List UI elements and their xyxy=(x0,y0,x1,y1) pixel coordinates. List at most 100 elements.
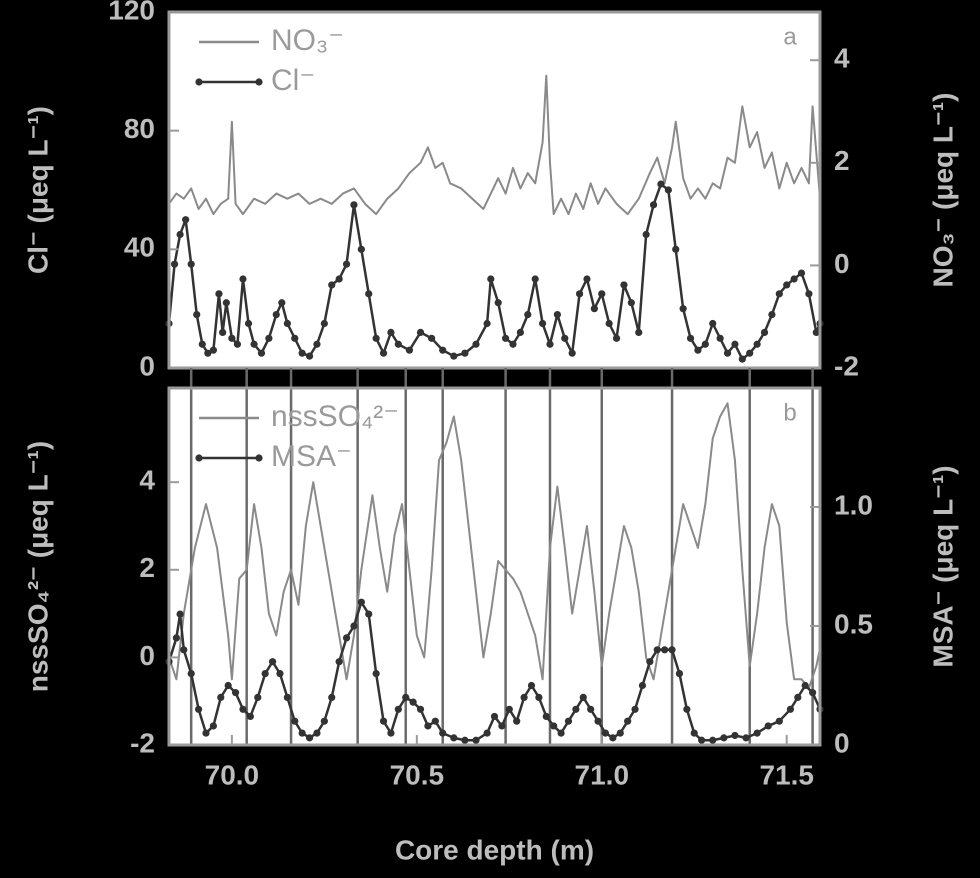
data-point xyxy=(786,705,795,713)
data-point xyxy=(783,281,791,289)
data-point xyxy=(372,334,380,342)
series-line xyxy=(168,402,821,690)
plot-frame xyxy=(167,10,822,370)
data-point xyxy=(222,299,230,307)
data-point xyxy=(450,734,458,742)
data-point xyxy=(342,634,351,642)
x-tick-label: 71.0 xyxy=(575,759,630,790)
data-point xyxy=(601,729,610,737)
data-point xyxy=(797,269,806,277)
data-point xyxy=(801,681,809,690)
data-point xyxy=(405,346,414,354)
data-point xyxy=(616,729,624,737)
data-point xyxy=(642,230,650,239)
data-point xyxy=(812,328,820,336)
data-point xyxy=(587,705,595,713)
data-point xyxy=(239,275,247,283)
data-point xyxy=(313,340,321,348)
data-point xyxy=(283,319,291,328)
data-point xyxy=(546,340,554,348)
y-tick-label: 4 xyxy=(139,465,155,496)
y-tick-label: -2 xyxy=(130,727,155,758)
data-point xyxy=(176,230,184,239)
data-point xyxy=(575,290,584,298)
data-point xyxy=(379,717,388,725)
y-axis-label: Cl⁻ (μeq L⁻¹) xyxy=(22,106,53,274)
data-point xyxy=(231,689,240,697)
data-point xyxy=(653,646,661,654)
y2-tick-label: 0 xyxy=(834,248,850,279)
data-point xyxy=(461,736,469,744)
data-point xyxy=(228,334,236,342)
data-point xyxy=(635,328,643,336)
data-point xyxy=(701,340,709,348)
data-point xyxy=(313,729,321,737)
data-point xyxy=(675,670,684,678)
y2-tick-label: 0.5 xyxy=(834,608,873,639)
plot-area xyxy=(169,12,820,368)
series-line xyxy=(168,74,821,216)
data-point xyxy=(261,670,269,678)
data-point xyxy=(250,340,258,348)
data-point xyxy=(283,693,291,702)
x-axis-label: Core depth (m) xyxy=(395,834,594,865)
data-point xyxy=(276,670,284,678)
data-point xyxy=(753,340,761,348)
data-point xyxy=(679,305,687,313)
data-point xyxy=(365,610,373,618)
data-point xyxy=(472,736,480,744)
data-point xyxy=(683,705,691,713)
data-point xyxy=(357,245,365,253)
series-line xyxy=(167,600,822,742)
data-point xyxy=(627,299,635,307)
data-point xyxy=(731,340,739,348)
data-point xyxy=(760,328,769,336)
y-tick-label: 2 xyxy=(139,552,155,583)
y2-tick-label: 4 xyxy=(834,43,850,74)
legend-marker xyxy=(195,454,203,462)
data-point xyxy=(246,712,254,721)
data-point xyxy=(720,734,728,742)
data-point xyxy=(553,311,561,319)
data-point xyxy=(320,717,328,725)
data-point xyxy=(409,698,417,706)
data-point xyxy=(194,705,203,713)
data-point xyxy=(624,717,632,725)
data-point xyxy=(605,319,613,328)
data-point xyxy=(513,717,521,725)
data-point xyxy=(698,736,706,744)
data-point xyxy=(620,281,628,289)
y2-axis-label: NO₃⁻ (μeq L⁻¹) xyxy=(927,93,958,288)
data-point xyxy=(209,722,217,730)
data-point xyxy=(794,693,802,702)
y2-tick-label: -2 xyxy=(834,350,859,381)
data-point xyxy=(753,729,761,737)
data-point xyxy=(461,349,469,357)
data-point xyxy=(561,334,569,342)
data-point xyxy=(180,646,188,654)
data-point xyxy=(661,646,669,654)
data-point xyxy=(505,705,513,713)
data-point xyxy=(187,670,195,678)
panel-label: a xyxy=(783,23,797,50)
data-point xyxy=(694,346,702,354)
legend-label: NO₃⁻ xyxy=(271,24,344,57)
data-point xyxy=(424,722,432,730)
data-point xyxy=(594,717,602,725)
data-point xyxy=(187,260,195,268)
data-point xyxy=(439,346,447,354)
legend-label: MSA⁻ xyxy=(271,440,352,473)
data-point xyxy=(193,311,201,319)
data-point xyxy=(738,355,746,363)
data-point xyxy=(379,349,388,357)
data-point xyxy=(579,693,587,702)
data-point xyxy=(305,734,314,742)
data-point xyxy=(335,658,343,666)
data-point xyxy=(328,281,336,289)
data-point xyxy=(672,245,680,253)
y-tick-label: 80 xyxy=(124,113,155,144)
data-point xyxy=(646,658,654,666)
data-point xyxy=(520,693,528,702)
